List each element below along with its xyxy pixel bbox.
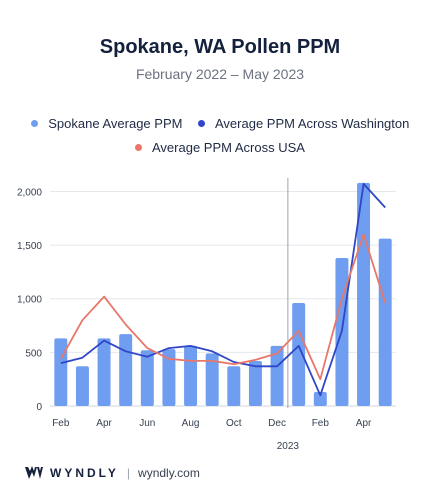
x-tick-label: Feb — [52, 418, 70, 429]
legend-item-spokane: Spokane Average PPM — [30, 116, 183, 131]
footer: WYNDLY | wyndly.com — [24, 463, 200, 483]
bar — [292, 303, 306, 406]
y-tick-label: 1,000 — [17, 295, 42, 306]
bar — [313, 392, 327, 406]
bar — [75, 366, 89, 406]
year-label: 2023 — [277, 441, 300, 452]
bar — [248, 360, 262, 406]
footer-url[interactable]: wyndly.com — [138, 466, 200, 480]
chart-title: Spokane, WA Pollen PPM — [99, 36, 341, 58]
bar — [54, 338, 68, 406]
usa-line — [60, 233, 387, 381]
y-tick-label: 1,500 — [17, 241, 42, 252]
y-tick-label: 500 — [25, 348, 42, 359]
x-tick-label: Oct — [226, 418, 242, 429]
footer-separator: | — [126, 466, 131, 480]
x-tick-label: Feb — [312, 418, 330, 429]
legend: Spokane Average PPM Average PPM Across W… — [0, 116, 440, 131]
legend-label-spokane: Spokane Average PPM — [48, 116, 183, 131]
legend-item-washington: Average PPM Across Washington — [198, 116, 409, 131]
bar — [357, 182, 371, 406]
bar — [184, 345, 198, 406]
bar — [378, 238, 392, 406]
legend-label-washington: Average PPM Across Washington — [214, 116, 410, 131]
bar — [97, 338, 111, 406]
bar — [270, 345, 284, 406]
bar — [205, 353, 219, 406]
brand-name: WYNDLY — [50, 466, 119, 480]
y-tick-label: 0 — [36, 402, 42, 413]
x-tick-label: Aug — [182, 418, 200, 429]
bar — [162, 349, 176, 406]
x-tick-label: Jun — [139, 418, 155, 429]
x-tick-label: Dec — [268, 418, 286, 429]
x-tick-label: Apr — [356, 418, 372, 429]
washington-line — [60, 182, 386, 397]
legend-swatch-spokane — [30, 120, 38, 128]
bar — [119, 334, 133, 406]
legend-row-2: Average PPM Across USA — [0, 140, 440, 155]
legend-swatch-washington — [198, 120, 206, 128]
legend-item-usa: Average PPM Across USA — [135, 140, 305, 155]
bar — [227, 366, 241, 406]
bar — [140, 350, 154, 406]
legend-label-usa: Average PPM Across USA — [151, 140, 305, 155]
x-tick-label: Apr — [96, 418, 112, 429]
chart-plot: 0 500 1,000 1,500 2,000 2023 Feb Apr Jun Aug Oct De… — [17, 178, 396, 452]
chart-subtitle: February 2022 – May 2023 — [135, 66, 305, 82]
legend-swatch-usa — [135, 144, 143, 152]
y-tick-label: 2,000 — [17, 187, 42, 198]
wyndly-logo-icon — [25, 466, 43, 479]
